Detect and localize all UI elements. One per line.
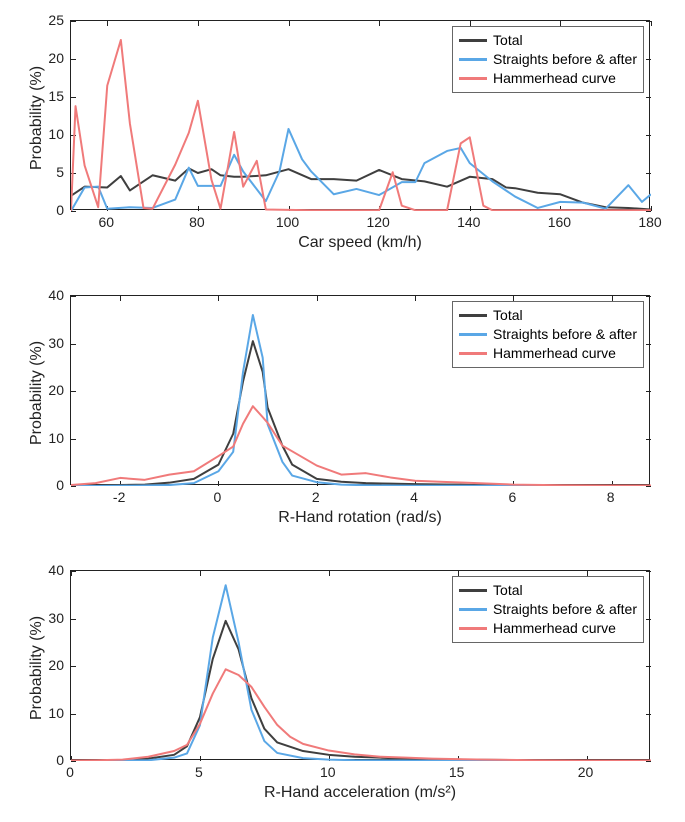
ytick-mark [71,211,76,212]
xlabel: R-Hand rotation (rad/s) [278,509,442,527]
legend-label: Total [493,31,523,50]
legend-swatch [459,58,487,61]
xtick-mark [651,21,652,26]
ytick-label: 20 [24,50,64,66]
xtick-label: 15 [449,764,465,780]
legend-label: Straights before & after [493,325,637,344]
legend-swatch [459,333,487,336]
legend-swatch [459,39,487,42]
series-line [71,406,651,485]
ytick-label: 0 [24,202,64,218]
ytick-label: 0 [24,752,64,768]
xlabel: Car speed (km/h) [298,234,422,252]
legend-swatch [459,627,487,630]
xtick-mark [651,206,652,211]
xtick-label: 160 [548,214,571,230]
legend-label: Hammerhead curve [493,69,616,88]
series-line [71,669,651,760]
legend-item: Total [459,306,637,325]
panel-rhand_rotation: 010203040-202468R-Hand rotation (rad/s)P… [70,295,650,485]
xtick-label: 4 [410,489,418,505]
panel-car_speed: 05101520256080100120140160180Car speed (… [70,20,650,210]
legend-item: Straights before & after [459,600,637,619]
xtick-label: 100 [276,214,299,230]
xtick-label: 180 [638,214,661,230]
xtick-label: 2 [312,489,320,505]
xtick-label: 60 [98,214,114,230]
legend-swatch [459,314,487,317]
panel-rhand_accel: 01020304005101520R-Hand acceleration (m/… [70,570,650,760]
legend-item: Hammerhead curve [459,344,637,363]
xtick-label: 140 [457,214,480,230]
xtick-label: 20 [578,764,594,780]
legend-label: Hammerhead curve [493,344,616,363]
legend-item: Total [459,581,637,600]
legend-item: Hammerhead curve [459,69,637,88]
legend-label: Total [493,306,523,325]
ytick-mark [646,761,651,762]
figure: 05101520256080100120140160180Car speed (… [0,0,685,822]
legend: TotalStraights before & afterHammerhead … [452,576,644,643]
ytick-label: 40 [24,562,64,578]
xtick-label: 0 [66,764,74,780]
ytick-label: 40 [24,287,64,303]
ylabel: Probability (%) [28,66,46,170]
ytick-label: 25 [24,12,64,28]
legend: TotalStraights before & afterHammerhead … [452,301,644,368]
ytick-mark [646,211,651,212]
xtick-label: 6 [508,489,516,505]
legend-label: Total [493,581,523,600]
ytick-mark [646,486,651,487]
xlabel: R-Hand acceleration (m/s²) [264,784,456,802]
xtick-label: -2 [113,489,125,505]
legend-swatch [459,77,487,80]
legend-label: Straights before & after [493,50,637,69]
legend-label: Straights before & after [493,600,637,619]
ylabel: Probability (%) [28,341,46,445]
xtick-label: 5 [195,764,203,780]
xtick-label: 80 [189,214,205,230]
ylabel: Probability (%) [28,616,46,720]
legend-item: Straights before & after [459,325,637,344]
xtick-label: 0 [214,489,222,505]
xtick-label: 120 [366,214,389,230]
legend-item: Total [459,31,637,50]
xtick-label: 8 [607,489,615,505]
xtick-label: 10 [320,764,336,780]
legend-label: Hammerhead curve [493,619,616,638]
series-line [71,168,651,209]
ytick-mark [71,761,76,762]
legend: TotalStraights before & afterHammerhead … [452,26,644,93]
legend-swatch [459,589,487,592]
legend-item: Straights before & after [459,50,637,69]
legend-swatch [459,608,487,611]
ytick-label: 0 [24,477,64,493]
legend-item: Hammerhead curve [459,619,637,638]
ytick-mark [71,486,76,487]
legend-swatch [459,352,487,355]
